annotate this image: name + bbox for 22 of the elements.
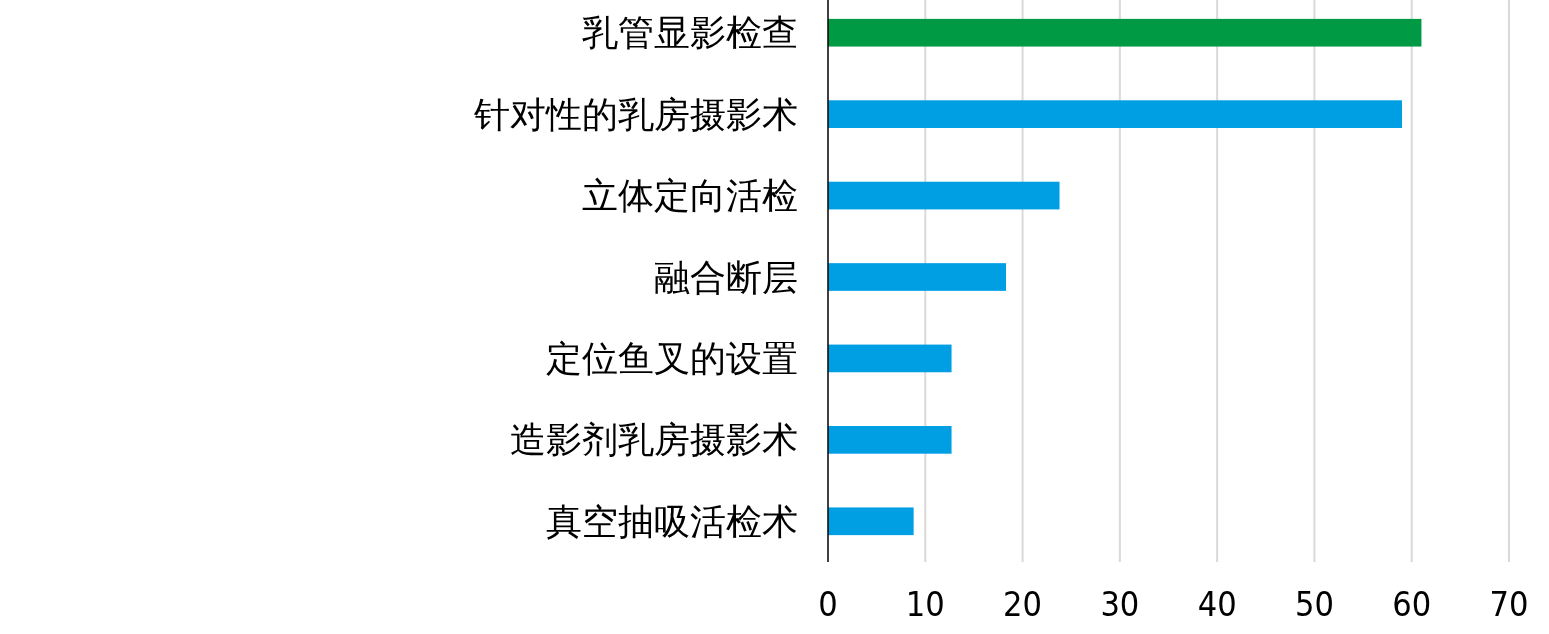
y-tick-label: 定位鱼叉的设置 [546, 337, 798, 379]
bar [828, 507, 914, 536]
x-tick-label: 50 [1294, 584, 1334, 624]
y-tick-label: 造影剂乳房摄影术 [510, 419, 798, 461]
bar [828, 181, 1060, 210]
y-tick-label: 真空抽吸活检术 [546, 500, 798, 542]
bar [828, 100, 1402, 128]
x-tick-label: 60 [1392, 584, 1432, 624]
y-tick-label: 立体定向活检 [582, 175, 798, 217]
x-tick-label: 20 [1003, 584, 1043, 624]
bar [828, 426, 952, 454]
x-tick-label: 10 [905, 584, 945, 624]
bar [828, 18, 1422, 47]
y-tick-label: 融合断层 [654, 256, 798, 298]
bar [828, 344, 952, 373]
x-tick-label: 70 [1489, 584, 1529, 624]
y-tick-label: 针对性的乳房摄影术 [473, 93, 798, 135]
y-tick-label: 乳管显影检查 [582, 12, 798, 54]
x-tick-label: 0 [818, 584, 838, 624]
bar [828, 263, 1007, 291]
x-tick-label: 30 [1100, 584, 1140, 624]
x-tick-label: 40 [1197, 584, 1237, 624]
